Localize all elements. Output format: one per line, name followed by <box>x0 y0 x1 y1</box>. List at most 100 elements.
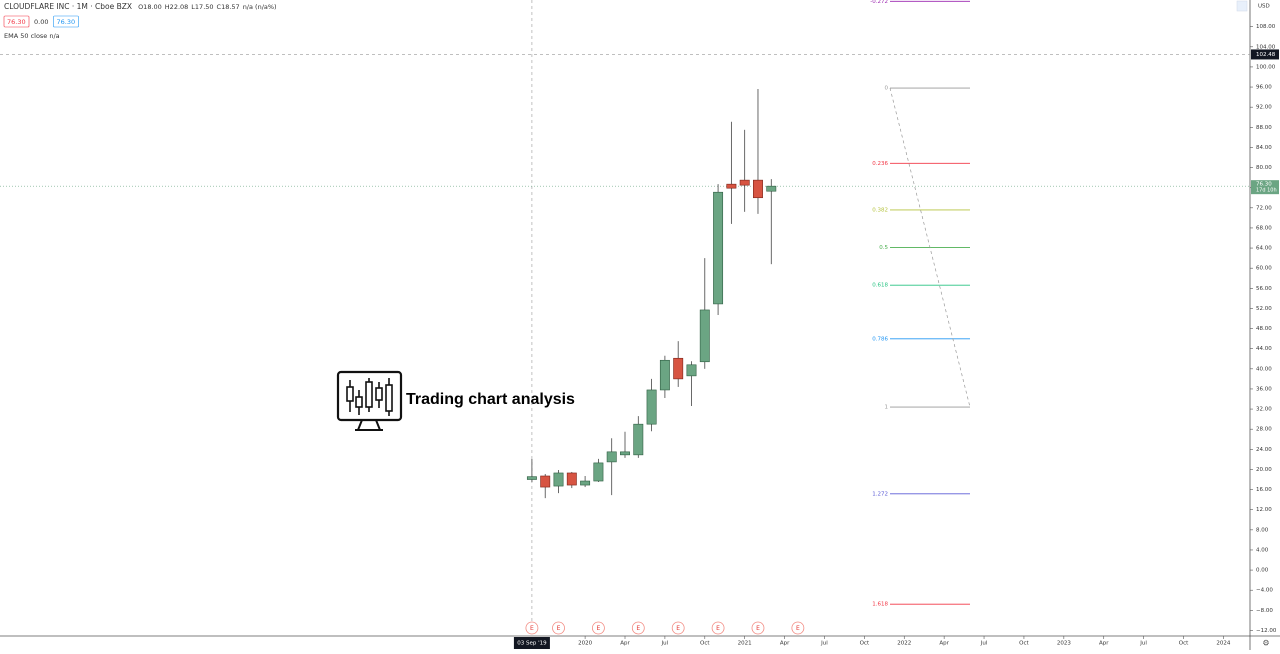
earnings-marker[interactable] <box>791 621 805 635</box>
candle-body <box>633 423 644 456</box>
y-tick-label: 32.00 <box>1256 407 1272 413</box>
scale-button[interactable] <box>1236 0 1248 12</box>
y-tick-label: 20.00 <box>1256 467 1272 473</box>
x-tick-label: Jul <box>980 641 988 647</box>
candle-body <box>606 451 617 463</box>
ohlc-value: C18.57 <box>217 3 240 11</box>
candle <box>620 431 630 458</box>
y-tick-label: −8.00 <box>1256 608 1273 614</box>
earnings-marker[interactable] <box>552 621 565 635</box>
candle <box>540 473 551 499</box>
candle <box>659 355 670 399</box>
y-tick-label: 12.00 <box>1256 507 1272 513</box>
x-tick-label: Apr <box>939 641 949 647</box>
last-price: 76.30 <box>1256 182 1272 188</box>
y-tick-label: 92.00 <box>1256 105 1272 111</box>
candle-body <box>713 191 724 305</box>
indicator-label: EMA 50 close n/a <box>4 32 60 40</box>
fib-label: 1.618 <box>872 602 888 608</box>
fib-label: 0.786 <box>872 336 888 342</box>
y-tick-label: 0.00 <box>1256 568 1269 574</box>
last-price-box <box>1251 180 1279 195</box>
fib-label: 0.236 <box>872 161 888 167</box>
y-tick-label: −12.00 <box>1256 628 1277 634</box>
y-tick-label: 52.00 <box>1256 306 1272 312</box>
fib-label: 0.382 <box>872 207 888 213</box>
earnings-label: E <box>676 625 680 632</box>
currency-label: USD <box>1258 4 1270 10</box>
candle-body <box>726 183 737 189</box>
fib-label: 0.618 <box>872 283 888 289</box>
candle-body <box>673 357 684 380</box>
candle <box>593 458 604 483</box>
fib-trend <box>889 87 971 408</box>
y-tick-label: 100.00 <box>1256 64 1276 70</box>
fib-label: -0.272 <box>870 0 888 5</box>
price-button[interactable]: 76.30 <box>3 15 30 28</box>
earnings-marker[interactable] <box>592 621 605 635</box>
x-tick-label: Oct <box>700 641 710 647</box>
y-tick-label: 68.00 <box>1256 225 1272 231</box>
button-label: 76.30 <box>7 18 26 26</box>
candle <box>686 361 697 407</box>
candle <box>673 341 684 387</box>
symbol-title: CLOUDFLARE INC · 1M · Cboe BZX <box>4 2 132 11</box>
x-tick-label: 2022 <box>897 641 911 647</box>
earnings-marker[interactable] <box>711 621 725 635</box>
candle-body <box>620 451 630 456</box>
crosshair-time: 03 Sep '19 <box>517 641 547 647</box>
fib-label: 0.5 <box>879 245 888 251</box>
y-tick-label: 96.00 <box>1256 85 1272 91</box>
y-tick-label: 4.00 <box>1256 547 1269 553</box>
candle <box>580 475 591 488</box>
candle <box>633 416 644 458</box>
fib-label: 1 <box>885 405 889 411</box>
earnings-marker[interactable] <box>525 621 539 635</box>
candle <box>646 378 657 432</box>
crosshair-time-box <box>513 637 550 649</box>
earnings-marker[interactable] <box>751 621 765 635</box>
earnings-label: E <box>636 625 640 632</box>
x-tick-label: Apr <box>780 641 790 647</box>
candle-body <box>553 472 564 487</box>
y-tick-label: 40.00 <box>1256 366 1272 372</box>
x-tick-label: Apr <box>620 641 630 647</box>
candle <box>566 471 577 489</box>
button-frame <box>3 15 30 28</box>
y-tick-label: 28.00 <box>1256 427 1272 433</box>
x-tick-label: Oct <box>860 641 870 647</box>
ohlc-value: L17.50 <box>191 3 213 11</box>
earnings-marker[interactable] <box>631 621 645 635</box>
y-tick-label: 60.00 <box>1256 266 1272 272</box>
y-tick-label: 72.00 <box>1256 205 1272 211</box>
y-tick-label: 84.00 <box>1256 145 1272 151</box>
y-tick-label: 8.00 <box>1256 527 1269 533</box>
earnings-label: E <box>557 625 561 632</box>
candle <box>726 121 737 224</box>
y-tick-label: 80.00 <box>1256 165 1272 171</box>
price-button[interactable]: 0.00 <box>34 18 48 26</box>
candle-body <box>566 472 577 486</box>
earnings-label: E <box>756 625 760 632</box>
price-button[interactable]: 76.30 <box>53 15 79 28</box>
candle <box>766 179 777 265</box>
earnings-label: E <box>597 625 601 632</box>
button-frame <box>53 15 79 28</box>
earnings-label: E <box>530 625 534 632</box>
y-tick-label: 36.00 <box>1256 386 1272 392</box>
crosshair-price: 102.48 <box>1256 52 1276 58</box>
earnings-marker[interactable] <box>671 621 685 635</box>
candle <box>606 438 617 496</box>
settings-icon[interactable]: ⚙ <box>1262 639 1269 648</box>
ohlc-value: O18.00 <box>138 3 162 11</box>
y-tick-label: 108.00 <box>1256 24 1276 30</box>
earnings-label: E <box>716 625 720 632</box>
candle-body <box>580 480 591 486</box>
y-tick-label: 64.00 <box>1256 246 1272 252</box>
candle-body <box>766 185 777 192</box>
x-tick-label: 2024 <box>1216 641 1230 647</box>
button-label: 76.30 <box>56 18 75 26</box>
x-tick-label: 2023 <box>1057 641 1071 647</box>
